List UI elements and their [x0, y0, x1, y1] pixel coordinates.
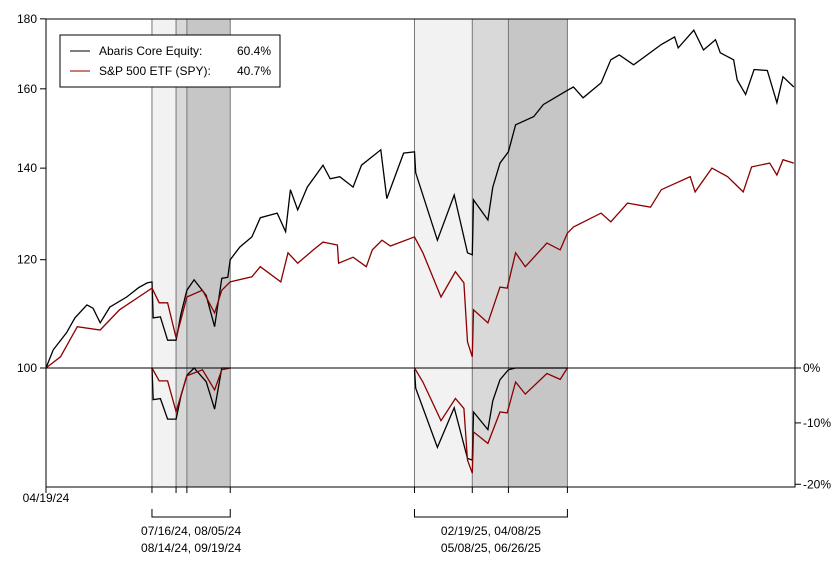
- period-bracket: [151, 509, 231, 518]
- drawdown-shade-2-1: [414, 19, 473, 487]
- dd-tick-label: -20%: [803, 477, 831, 491]
- series-line-abaris: [45, 29, 795, 369]
- drawdown-shade-2-2: [472, 19, 509, 487]
- period-label: 07/16/24, 08/05/24: [141, 524, 241, 538]
- series-line-spy: [45, 158, 794, 369]
- legend-box: [59, 34, 281, 88]
- legend: Abaris Core Equity: 60.4% S&P 500 ETF (S…: [59, 34, 281, 88]
- y-tick-label: 100: [17, 361, 37, 375]
- drawdown-shading: [151, 19, 568, 487]
- series-lines: [45, 29, 795, 474]
- period-label: 02/19/25, 04/08/25: [441, 524, 541, 538]
- x-start-label: 04/19/24: [23, 491, 70, 505]
- period-label: 05/08/25, 06/26/25: [441, 541, 541, 555]
- dd-tick-label: -10%: [803, 416, 831, 430]
- drawdown-shade-1-2: [176, 19, 187, 487]
- drawdown-shade-1-1: [151, 19, 177, 487]
- legend-label-spy: S&P 500 ETF (SPY):: [99, 64, 211, 78]
- drawdown-line-spy-2: [413, 367, 568, 474]
- drawdown-shade-1-3: [186, 19, 231, 487]
- legend-label-abaris: Abaris Core Equity:: [99, 44, 202, 58]
- plot-frame: [45, 18, 796, 488]
- period-label: 08/14/24, 09/19/24: [141, 541, 241, 555]
- period-bracket: [413, 509, 568, 518]
- y-tick-label: 160: [17, 82, 37, 96]
- legend-value-abaris: 60.4%: [237, 44, 271, 58]
- y-tick-label: 140: [17, 161, 37, 175]
- y-tick-label: 180: [17, 12, 37, 26]
- dd-tick-label: 0%: [803, 361, 821, 375]
- drawdown-line-spy-1: [151, 367, 231, 415]
- y-tick-label: 120: [17, 253, 37, 267]
- axes: 100 120 140 160 180 0% -10% -20% 04/19/24 07/16/2…: [17, 12, 831, 555]
- legend-value-spy: 40.7%: [237, 64, 271, 78]
